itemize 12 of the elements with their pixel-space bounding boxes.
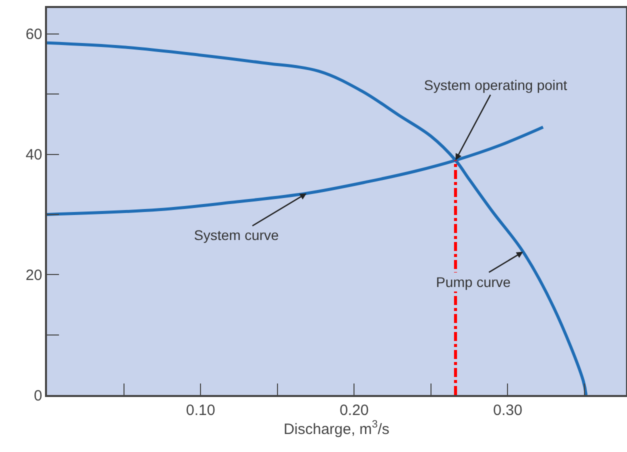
x-axis-title: Discharge, m$^{3}$/s	[284, 418, 390, 438]
y-tick-label: 0	[34, 387, 42, 404]
y-tick-label: 60	[26, 26, 42, 44]
x-tick-label: 0.20	[340, 402, 369, 419]
annotation: Pump curve	[436, 274, 511, 290]
y-tick-label: 40	[26, 146, 42, 164]
line-series	[47, 41, 588, 395]
annotation: System curve	[194, 227, 280, 243]
y-tick-label: 20	[26, 266, 42, 284]
annotation: System operating point	[424, 77, 568, 93]
x-tick-label: 0.30	[493, 402, 522, 419]
x-tick-label: 0.10	[186, 402, 216, 419]
